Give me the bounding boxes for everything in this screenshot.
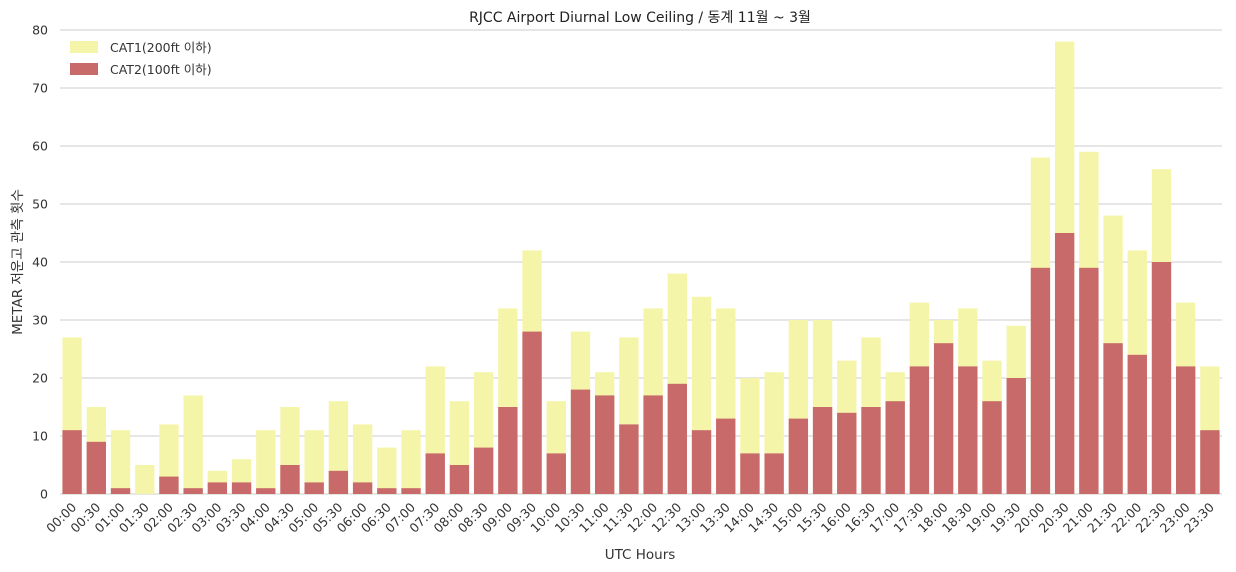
bar-cat2 — [1151, 262, 1172, 494]
bar-cat2 — [352, 482, 373, 494]
bar-cat2 — [1030, 267, 1051, 494]
bar-cat2 — [595, 395, 615, 494]
bar-cat2 — [1054, 233, 1075, 494]
bar-cat2 — [885, 401, 905, 494]
bar-cat1 — [110, 430, 131, 494]
y-tick-label: 0 — [40, 487, 48, 502]
bar-cat2 — [1006, 378, 1026, 494]
bar-cat2 — [1079, 267, 1099, 494]
bar-cat2 — [812, 407, 833, 494]
bar-cat2 — [982, 401, 1002, 494]
bar-cat2 — [1176, 366, 1196, 494]
bar-cat1 — [401, 430, 421, 494]
bar-cat2 — [909, 366, 930, 494]
bar-cat2 — [449, 465, 470, 494]
y-tick-label: 10 — [32, 429, 48, 444]
bar-cat1 — [377, 447, 397, 494]
bar-cat2 — [280, 465, 300, 494]
bar-cat2 — [522, 331, 542, 494]
bar-cat2 — [498, 407, 518, 494]
legend: CAT1(200ft 이하) CAT2(100ft 이하) — [70, 40, 212, 77]
bar-cat1 — [304, 430, 324, 494]
bar-cat2 — [667, 383, 687, 494]
bar-cat2 — [401, 488, 421, 494]
bar-cat2 — [207, 482, 228, 494]
legend-label-cat1: CAT1(200ft 이하) — [110, 40, 212, 55]
bar-cat2 — [837, 412, 857, 494]
bar-cat1 — [183, 395, 203, 494]
bar-cat2 — [764, 453, 784, 494]
y-tick-label: 60 — [32, 139, 48, 154]
bar-cat2 — [183, 488, 203, 494]
bar-cat2 — [62, 430, 82, 494]
bar-cat2 — [1103, 343, 1123, 494]
bar-cat2 — [958, 366, 978, 494]
bar-cat2 — [861, 407, 881, 494]
bar-cat2 — [425, 453, 445, 494]
y-tick-label: 80 — [32, 23, 48, 38]
bar-cat1 — [352, 424, 373, 494]
bar-cat1 — [256, 430, 276, 494]
bar-cat2 — [716, 418, 736, 494]
bar-cat2 — [159, 476, 179, 494]
y-axis-label: METAR 저운고 관측 횟수 — [10, 189, 26, 335]
grid — [60, 29, 1222, 495]
bar-cat2 — [231, 482, 252, 494]
bar-cat2 — [304, 482, 324, 494]
bar-cat2 — [110, 488, 131, 494]
bar-cat2 — [473, 447, 494, 494]
bar-cat2 — [256, 488, 276, 494]
bar-cat2 — [1127, 354, 1147, 494]
bar-cat2 — [691, 430, 712, 494]
bar-cat2 — [570, 389, 591, 494]
legend-label-cat2: CAT2(100ft 이하) — [110, 62, 212, 77]
bar-cat2 — [740, 453, 760, 494]
bars — [62, 41, 1220, 495]
y-tick-label: 30 — [32, 313, 48, 328]
bar-cat2 — [1200, 430, 1220, 494]
bar-cat1 — [135, 465, 155, 494]
bar-cat2 — [933, 343, 954, 494]
y-tick-label: 70 — [32, 81, 48, 96]
bar-cat2 — [377, 488, 397, 494]
chart-title: RJCC Airport Diurnal Low Ceiling / 동계 11… — [469, 10, 811, 26]
x-axis-ticks: 00:0000:3001:0001:3002:0002:3003:0003:30… — [43, 499, 1217, 535]
x-axis-label: UTC Hours — [605, 547, 676, 563]
y-tick-label: 40 — [32, 255, 48, 270]
y-axis-ticks: 0 10 20 30 40 50 60 70 80 — [32, 23, 48, 502]
bar-cat2 — [788, 418, 809, 494]
legend-swatch-cat2 — [70, 63, 98, 75]
bar-cat2 — [86, 441, 106, 494]
y-tick-label: 20 — [32, 371, 48, 386]
legend-swatch-cat1 — [70, 41, 98, 53]
bar-cat2 — [328, 470, 349, 494]
y-tick-label: 50 — [32, 197, 48, 212]
bar-cat2 — [643, 395, 663, 494]
bar-cat2 — [619, 424, 639, 494]
bar-cat2 — [546, 453, 566, 494]
